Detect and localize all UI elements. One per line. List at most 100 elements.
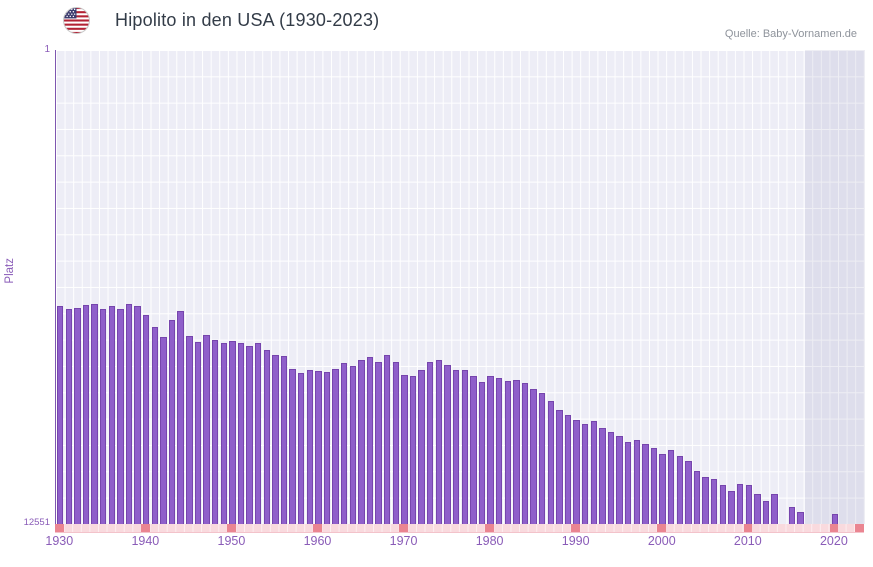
- bar-1962[interactable]: [332, 369, 339, 524]
- bar-1991[interactable]: [581, 424, 589, 524]
- bar-1945[interactable]: [186, 336, 193, 524]
- bar-2001[interactable]: [668, 450, 675, 524]
- x-tick-mark-2010: [743, 524, 753, 532]
- page-title: Hipolito in den USA (1930-2023): [115, 10, 380, 30]
- bar-1982[interactable]: [504, 381, 511, 524]
- bar-1966[interactable]: [366, 357, 374, 524]
- bar-1936[interactable]: [108, 305, 116, 524]
- bar-1939[interactable]: [134, 305, 141, 524]
- bar-1969[interactable]: [392, 361, 400, 524]
- bar-1954[interactable]: [263, 350, 270, 524]
- bar-1950[interactable]: [229, 341, 236, 524]
- bar-1968[interactable]: [384, 355, 391, 524]
- bar-1977[interactable]: [461, 370, 468, 524]
- bar-1967[interactable]: [375, 361, 382, 524]
- x-tick-mark-1970: [399, 524, 408, 532]
- x-tick-label-1960: 1960: [303, 534, 332, 548]
- bar-2005[interactable]: [702, 477, 709, 524]
- bar-1999[interactable]: [650, 448, 658, 524]
- bar-2004[interactable]: [693, 471, 701, 524]
- bar-1981[interactable]: [495, 378, 503, 524]
- bar-1937[interactable]: [117, 308, 124, 524]
- bar-1984[interactable]: [521, 383, 529, 524]
- bar-1995[interactable]: [616, 436, 623, 524]
- bar-1953[interactable]: [254, 343, 262, 524]
- bar-2003[interactable]: [685, 461, 692, 524]
- bar-1989[interactable]: [564, 415, 572, 524]
- bar-1980[interactable]: [487, 376, 494, 524]
- bar-1943[interactable]: [168, 319, 176, 524]
- bar-1947[interactable]: [203, 335, 210, 524]
- bar-1961[interactable]: [323, 372, 331, 524]
- bar-1963[interactable]: [341, 363, 348, 524]
- bar-1932[interactable]: [74, 307, 81, 524]
- bar-1975[interactable]: [444, 365, 451, 524]
- bar-1972[interactable]: [418, 370, 425, 524]
- bar-1948[interactable]: [211, 340, 219, 524]
- bar-1993[interactable]: [599, 428, 606, 524]
- bar-1941[interactable]: [151, 326, 159, 524]
- bar-1983[interactable]: [513, 380, 520, 524]
- bar-1958[interactable]: [297, 373, 305, 524]
- bar-1992[interactable]: [590, 421, 597, 524]
- bar-2012[interactable]: [762, 501, 770, 524]
- bar-2013[interactable]: [771, 494, 778, 524]
- bar-2015[interactable]: [788, 506, 795, 524]
- bar-1938[interactable]: [125, 303, 133, 524]
- bar-1940[interactable]: [143, 315, 150, 524]
- bar-1997[interactable]: [633, 440, 641, 524]
- bar-1952[interactable]: [246, 346, 253, 524]
- bar-1957[interactable]: [289, 369, 296, 524]
- y-tick-label-bottom: 12551: [23, 517, 50, 528]
- chart-area: 1930 1940 1950 1960 1970 1980 1990 2000 2010 2020: [45, 50, 865, 548]
- bar-2010[interactable]: [745, 485, 752, 524]
- x-tick-mark-1960: [313, 524, 322, 532]
- bar-1956[interactable]: [280, 356, 288, 524]
- bar-1994[interactable]: [607, 432, 615, 524]
- bar-1933[interactable]: [82, 304, 90, 524]
- bar-1935[interactable]: [100, 308, 107, 524]
- bar-1978[interactable]: [470, 376, 477, 524]
- bar-1973[interactable]: [427, 362, 434, 524]
- bar-1970[interactable]: [401, 375, 408, 524]
- x-tick-mark-1990: [571, 524, 580, 532]
- bar-1998[interactable]: [642, 444, 649, 524]
- bar-1976[interactable]: [452, 370, 460, 524]
- x-tick-label-2000: 2000: [647, 534, 676, 548]
- bar-1951[interactable]: [237, 343, 245, 524]
- bar-1930[interactable]: [57, 306, 64, 524]
- bar-2016[interactable]: [797, 511, 804, 524]
- bar-1990[interactable]: [573, 420, 580, 524]
- bar-1996[interactable]: [625, 442, 632, 524]
- bar-1931[interactable]: [65, 308, 72, 524]
- bar-1987[interactable]: [547, 401, 554, 524]
- bar-1965[interactable]: [358, 360, 365, 524]
- bar-1964[interactable]: [349, 366, 357, 524]
- bar-1971[interactable]: [409, 376, 417, 524]
- bar-1944[interactable]: [177, 310, 184, 524]
- x-tick-mark-1940: [141, 524, 150, 532]
- bar-1942[interactable]: [160, 337, 167, 524]
- bar-1946[interactable]: [194, 342, 202, 524]
- bar-2000[interactable]: [659, 454, 666, 524]
- bar-1955[interactable]: [272, 355, 279, 524]
- y-tick-label-top: 1: [44, 44, 50, 55]
- bar-2011[interactable]: [754, 494, 761, 524]
- bar-2020[interactable]: [831, 513, 838, 524]
- bar-2008[interactable]: [728, 491, 735, 524]
- bar-1974[interactable]: [435, 360, 443, 524]
- bar-2007[interactable]: [719, 485, 727, 524]
- bar-1988[interactable]: [556, 410, 563, 524]
- bar-2006[interactable]: [711, 479, 718, 524]
- bar-1985[interactable]: [530, 389, 537, 524]
- bar-2002[interactable]: [676, 456, 684, 524]
- bar-1979[interactable]: [478, 382, 486, 524]
- bar-2009[interactable]: [736, 483, 744, 524]
- x-tick-label-1950: 1950: [217, 534, 246, 548]
- bar-1986[interactable]: [538, 393, 546, 524]
- bar-1934[interactable]: [91, 303, 98, 524]
- bar-1949[interactable]: [220, 343, 227, 524]
- bar-1959[interactable]: [306, 370, 313, 524]
- bar-1960[interactable]: [315, 371, 322, 524]
